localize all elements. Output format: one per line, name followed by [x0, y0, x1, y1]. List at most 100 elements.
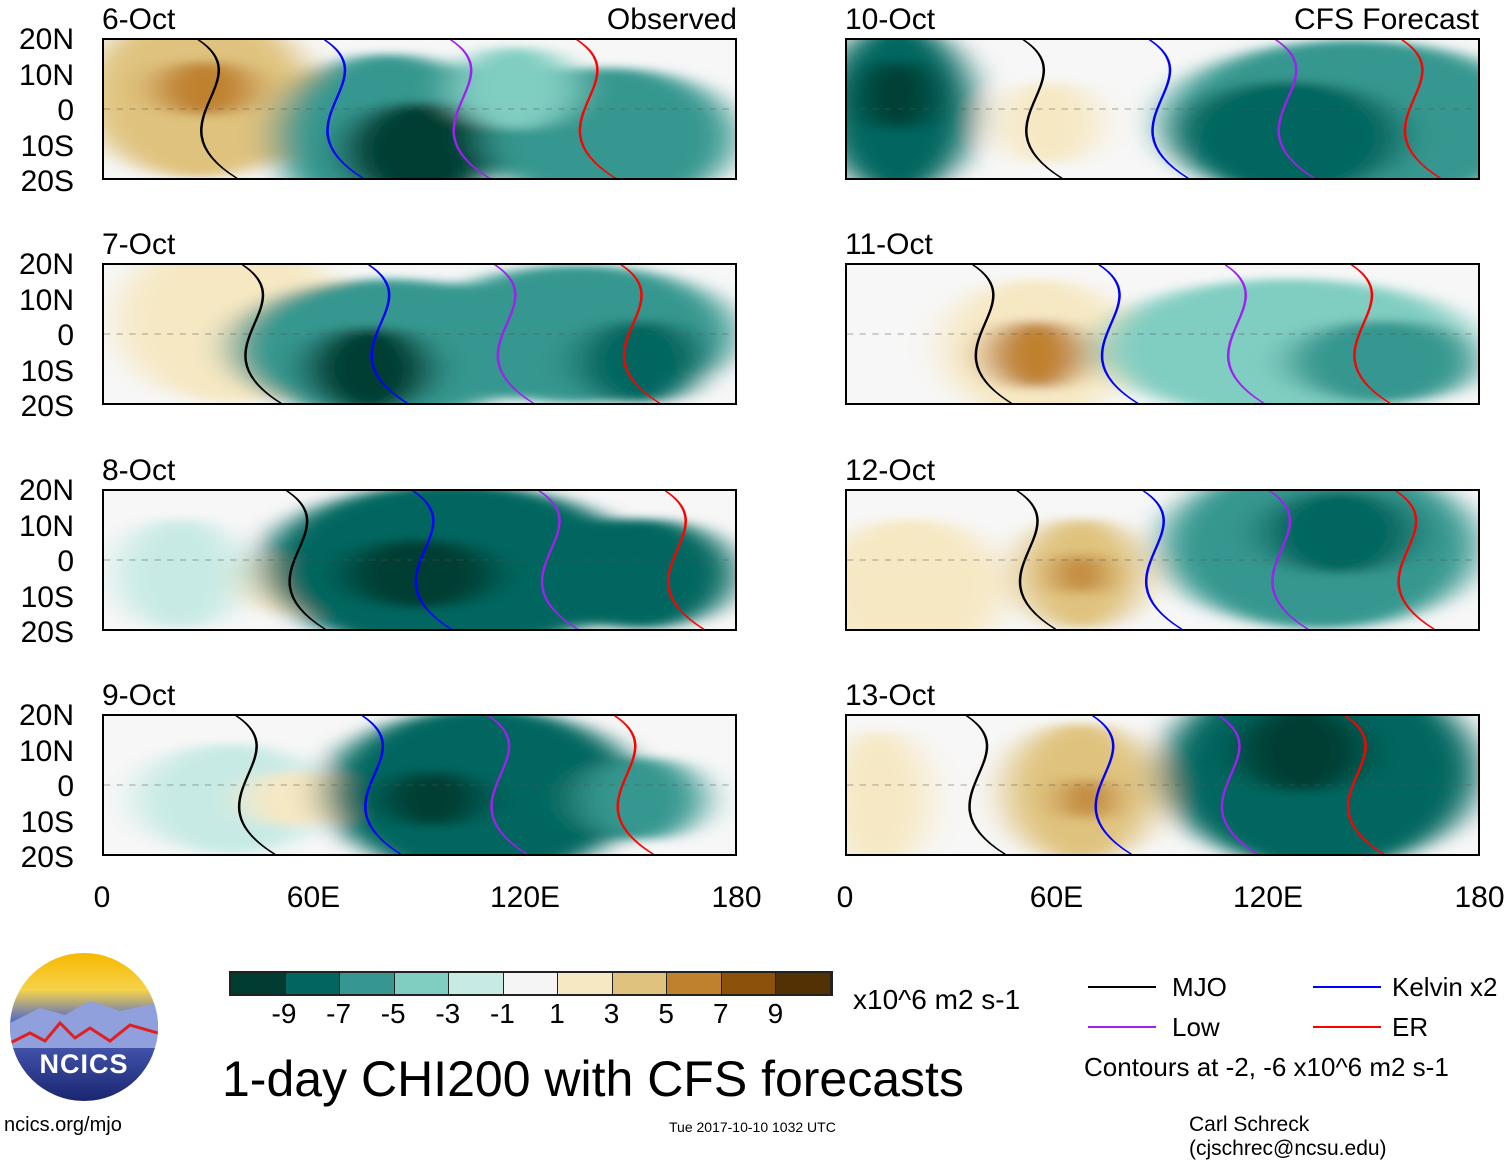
colorbar-tick-label: 9	[767, 998, 784, 1029]
lat-tick-label: 10S	[20, 580, 74, 614]
panel-date-label: 13-Oct	[845, 679, 936, 712]
lat-tick-label: 10N	[18, 509, 74, 543]
anomaly-region	[1055, 553, 1106, 595]
map-panel	[845, 38, 1480, 180]
anomaly-region	[154, 60, 256, 116]
colorbar-tick-label: -5	[380, 998, 406, 1029]
panel-date-label: 9-Oct	[102, 679, 176, 712]
colorbar-swatch	[776, 973, 831, 994]
contour-line-low	[494, 265, 535, 403]
contour-line-kelvin	[323, 40, 364, 178]
colorbar-tick-label: -7	[326, 998, 352, 1029]
contour-line-kelvin	[1142, 491, 1183, 629]
legend-er-line	[1313, 1026, 1381, 1028]
colorbar-tick-label: -9	[271, 998, 297, 1029]
map-panel	[102, 714, 737, 856]
anomaly-region	[577, 757, 704, 841]
colorbar-swatch	[285, 973, 340, 994]
lat-tick-label: 10S	[20, 805, 74, 839]
panel-date-label: 12-Oct	[845, 454, 936, 487]
contour-line-low	[1268, 491, 1309, 629]
contour-line-kelvin	[1148, 40, 1189, 178]
contour-line-kelvin	[1091, 716, 1133, 854]
lon-tick-label: 0	[93, 881, 111, 914]
anomaly-region	[305, 327, 433, 403]
anomaly-region	[135, 743, 325, 854]
contour-line-er	[613, 716, 655, 854]
lat-tick-label: 0	[57, 319, 74, 352]
legend-low-label: Low	[1172, 1012, 1220, 1042]
map-panel	[102, 38, 737, 180]
panel-date-label: 7-Oct	[102, 228, 176, 261]
lat-tick-label: 20S	[20, 390, 74, 423]
colorbar	[229, 971, 833, 996]
contour-note: Contours at -2, -6 x10^6 m2 s-1	[1084, 1052, 1449, 1082]
panel-date-label: 10-Oct	[845, 3, 936, 36]
chart-title: 1-day CHI200 with CFS forecasts	[222, 1051, 964, 1107]
contour-line-low	[1218, 716, 1259, 854]
legend-mjo-label: MJO	[1172, 972, 1227, 1002]
ncics-logo[interactable]: NCICS	[10, 953, 158, 1101]
map-panel	[102, 489, 737, 631]
lat-tick-label: 20S	[20, 841, 74, 874]
legend-er-label: ER	[1392, 1012, 1429, 1042]
contour-line-er	[620, 265, 661, 403]
contour-line-low	[449, 40, 491, 178]
anomaly-region	[985, 320, 1087, 390]
lat-tick-label: 10N	[18, 58, 74, 92]
map-panel	[845, 489, 1480, 631]
mountain-icon	[10, 1001, 158, 1048]
contour-line-low	[1224, 265, 1265, 403]
legend-kelvin-line	[1313, 986, 1381, 988]
logo-text: NCICS	[39, 1049, 129, 1079]
colorbar-swatch	[503, 973, 558, 994]
lon-tick-label: 60E	[1029, 881, 1084, 914]
contour-line-kelvin	[1098, 265, 1139, 403]
lat-tick-label: 10N	[18, 734, 74, 768]
map-panel	[102, 263, 737, 405]
colorbar-swatch	[721, 973, 776, 994]
contour-line-mjo	[1016, 491, 1057, 629]
panel-date-label: 11-Oct	[845, 228, 933, 261]
contour-line-er	[1394, 491, 1436, 629]
legend-mjo-line	[1088, 986, 1156, 988]
lon-tick-label: 120E	[489, 881, 561, 914]
lat-tick-label: 20N	[18, 699, 74, 732]
anomaly-region	[1061, 778, 1113, 820]
anomaly-region	[381, 771, 483, 827]
anomaly-region	[577, 320, 704, 403]
anomaly-region	[1263, 491, 1415, 574]
map-panel	[845, 714, 1480, 856]
lat-tick-label: 0	[57, 770, 74, 803]
anomaly-region	[998, 81, 1100, 165]
contour-line-mjo	[965, 716, 1006, 854]
anomaly-region	[847, 518, 1005, 629]
lat-tick-label: 10S	[20, 129, 74, 163]
contour-line-kelvin	[367, 265, 409, 403]
footer-url[interactable]: ncics.org/mjo	[4, 1114, 122, 1136]
contour-line-mjo	[972, 265, 1013, 403]
contour-line-er	[1401, 40, 1442, 178]
lat-tick-label: 20S	[20, 616, 74, 649]
colorbar-swatch	[231, 973, 286, 994]
contour-line-mjo	[197, 40, 238, 178]
anomaly-region	[343, 102, 496, 178]
colorbar-units: x10^6 m2 s-1	[853, 984, 1021, 1015]
contour-line-low	[487, 716, 528, 854]
colorbar-swatch	[449, 973, 504, 994]
colorbar-tick-label: 3	[603, 998, 620, 1029]
contour-line-mjo	[241, 265, 282, 403]
contour-line-er	[1344, 716, 1385, 854]
colorbar-swatch	[340, 973, 395, 994]
lon-tick-label: 180	[711, 881, 762, 914]
anomaly-region	[116, 518, 243, 629]
contour-line-low	[538, 491, 579, 629]
lat-tick-label: 0	[57, 94, 74, 127]
lon-tick-label: 120E	[1232, 881, 1304, 914]
column-header: Observed	[606, 3, 737, 36]
contour-line-kelvin	[361, 716, 402, 854]
contour-line-er	[664, 491, 705, 629]
contour-line-mjo	[1022, 40, 1063, 178]
lon-tick-label: 0	[836, 881, 854, 914]
lat-tick-label: 20N	[18, 23, 74, 56]
